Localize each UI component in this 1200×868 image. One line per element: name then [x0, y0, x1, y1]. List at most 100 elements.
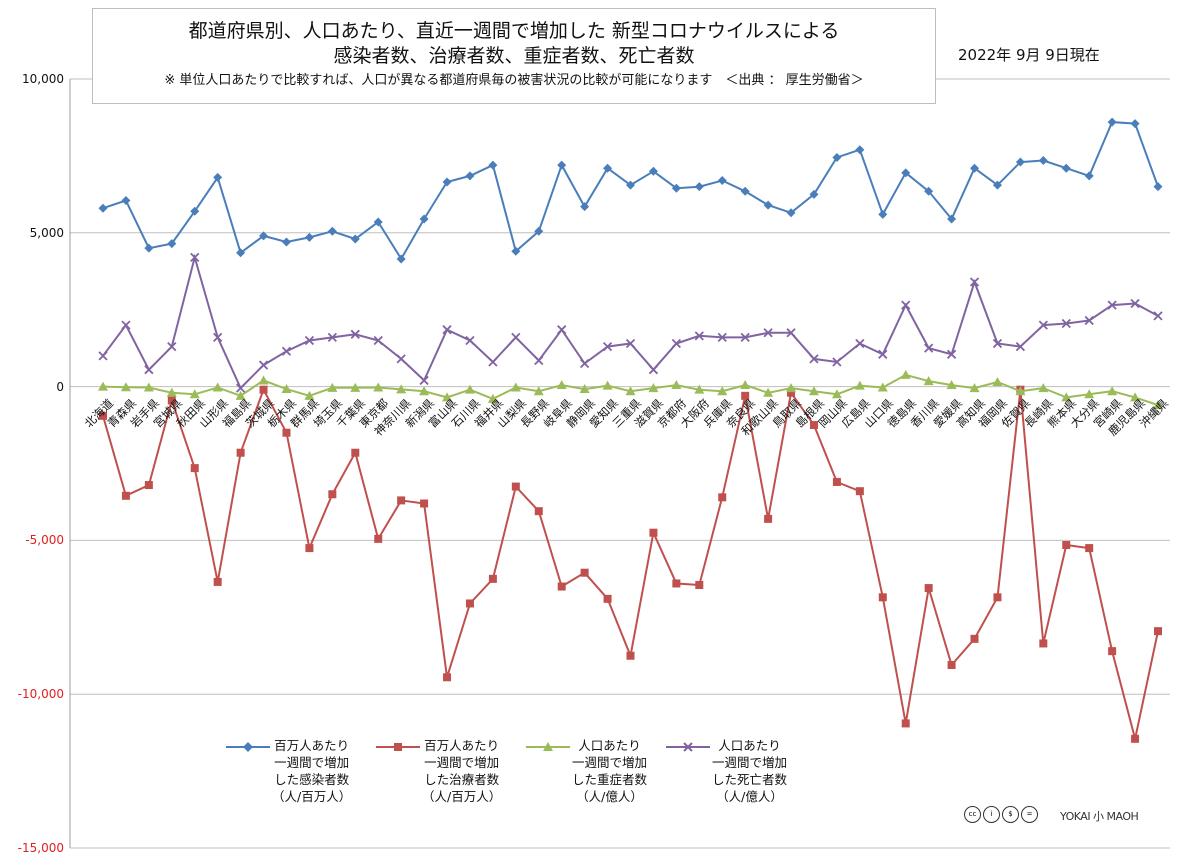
data-point: [166, 387, 177, 397]
data-point: [1039, 639, 1048, 648]
data-point: [487, 393, 498, 403]
data-point: [557, 582, 566, 591]
data-point: [1153, 400, 1163, 410]
data-point: [442, 392, 453, 402]
legend-label-deaths: 人口あたり 一週間で増加 した死亡者数 （人/億人）: [712, 738, 788, 804]
data-point: [327, 382, 338, 392]
data-point: [1107, 117, 1117, 127]
data-point: [1038, 320, 1048, 330]
data-point: [465, 171, 475, 181]
data-point: [350, 329, 360, 339]
legend-label-cases: 百万人あたり 一週間で増加 した感染者数 （人/百万人）: [272, 738, 352, 804]
data-point: [648, 365, 659, 375]
data-point: [419, 214, 429, 224]
data-point: [1130, 119, 1140, 129]
by-icon: i: [983, 806, 1000, 823]
data-point: [282, 428, 291, 437]
data-point: [488, 574, 497, 583]
data-point: [786, 383, 797, 393]
data-point: [924, 343, 934, 353]
y-tick-label: -15,000: [17, 841, 64, 855]
data-point: [993, 593, 1002, 602]
data-point: [212, 382, 223, 392]
data-point: [465, 599, 474, 608]
data-point: [579, 358, 590, 369]
data-point: [1085, 544, 1094, 553]
data-point: [236, 248, 246, 258]
nc-icon: $: [1002, 806, 1019, 823]
data-point: [855, 338, 865, 349]
data-point: [786, 328, 796, 338]
date-label: 2022年 9月 9日現在: [958, 46, 1100, 64]
data-point: [763, 328, 773, 338]
data-point: [1084, 315, 1094, 326]
data-point: [878, 349, 888, 359]
data-point: [350, 382, 361, 392]
data-point: [121, 196, 131, 206]
data-point: [648, 166, 658, 176]
data-point: [1130, 392, 1141, 402]
data-point: [764, 514, 773, 523]
data-point: [969, 383, 980, 393]
data-point: [625, 386, 636, 396]
data-point: [603, 594, 612, 603]
data-point: [1130, 298, 1140, 309]
data-point: [901, 168, 911, 178]
data-point: [259, 385, 268, 394]
data-point: [947, 660, 956, 669]
data-point: [900, 369, 911, 379]
brand-logo: YOKAI 小 MAOH: [1060, 810, 1139, 823]
data-point: [717, 386, 728, 396]
data-point: [924, 584, 933, 593]
data-point: [98, 351, 108, 361]
data-point: [694, 182, 704, 192]
data-point: [970, 163, 980, 173]
data-point: [143, 382, 154, 392]
data-point: [741, 391, 750, 400]
y-tick-label: 10,000: [22, 72, 64, 86]
data-point: [946, 349, 957, 359]
legend-label-severe: 人口あたり 一週間で増加 した重症者数 （人/億人）: [572, 738, 648, 804]
data-point: [98, 203, 108, 213]
data-point: [281, 237, 291, 247]
data-point: [327, 226, 337, 236]
data-point: [534, 226, 544, 236]
data-point: [442, 177, 452, 187]
data-point: [236, 448, 245, 457]
chart-legend: 百万人あたり 一週間で増加 した感染者数 （人/百万人） 百万人あたり 一週間で…: [226, 737, 826, 817]
data-point: [120, 382, 131, 392]
data-point: [878, 593, 887, 602]
data-point: [855, 145, 865, 155]
data-point: [1015, 341, 1026, 352]
data-point: [1038, 383, 1049, 393]
data-point: [1153, 311, 1163, 321]
data-point: [602, 380, 613, 390]
data-point: [304, 390, 315, 400]
data-point: [167, 341, 177, 352]
data-point: [488, 160, 498, 170]
data-point: [465, 335, 475, 346]
legend-marker-blue-diamond: [226, 742, 270, 752]
data-point: [695, 581, 704, 590]
legend-marker-red-square: [376, 743, 420, 751]
data-point: [511, 482, 520, 491]
data-point: [190, 464, 199, 473]
data-point: [718, 493, 727, 502]
data-point: [281, 346, 292, 356]
data-point: [832, 477, 841, 486]
data-point: [672, 579, 681, 588]
y-tick-label: -5,000: [25, 533, 64, 548]
data-point: [740, 380, 751, 390]
data-point: [442, 325, 452, 335]
data-point: [557, 160, 567, 170]
data-point: [144, 243, 154, 253]
data-point: [511, 246, 521, 256]
data-point: [671, 183, 681, 193]
data-point: [396, 384, 407, 394]
data-point: [1015, 386, 1026, 396]
data-point: [969, 277, 980, 287]
data-point: [992, 338, 1003, 349]
data-point: [189, 389, 200, 399]
data-point: [1153, 182, 1163, 192]
